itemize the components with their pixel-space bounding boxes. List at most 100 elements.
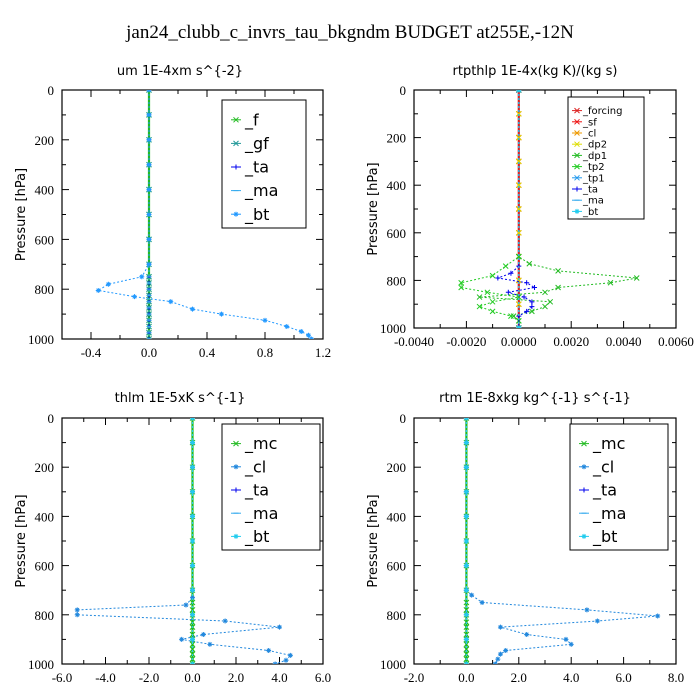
chart-panel-3: thlm 1E-5xK s^{-1} Pressure [hPa] -6.0 -4.0… (14, 391, 331, 685)
data-point (190, 489, 195, 495)
data-point (633, 275, 640, 281)
data-point (146, 212, 152, 217)
data-point (146, 336, 152, 339)
data-point (526, 260, 533, 267)
x-tick-label: 1.2 (315, 345, 331, 360)
legend-label: _bt (592, 527, 617, 547)
legend-label: _f (244, 110, 259, 130)
data-point (298, 329, 304, 335)
legend-marker (574, 130, 580, 136)
series-dp1 (476, 90, 640, 328)
data-point (190, 595, 195, 601)
legend-label: _bt (244, 205, 269, 225)
legend-label: _cl (244, 457, 266, 477)
data-point (492, 661, 498, 664)
data-point (529, 304, 535, 310)
legend-marker (581, 464, 587, 470)
x-tick-label: 6.0 (315, 670, 331, 685)
legend: _mc _cl _ta _ma _bt (569, 423, 669, 551)
data-point (495, 656, 501, 662)
x-tick-label: -4.0 (95, 670, 116, 685)
data-point (542, 289, 548, 296)
legend-marker (233, 464, 239, 470)
data-point (463, 418, 469, 421)
x-tick-label: 0.0020 (553, 334, 589, 349)
legend-marker (233, 140, 239, 147)
x-tick-label: 0.0 (141, 345, 157, 360)
y-axis-label: Pressure [hPa] (14, 168, 29, 261)
y-tick-label: 800 (35, 608, 55, 623)
data-point (463, 646, 470, 653)
data-point (207, 641, 213, 647)
data-point (74, 612, 80, 618)
y-tick-label: 400 (35, 509, 55, 524)
data-point (463, 513, 469, 519)
data-point (219, 311, 224, 317)
data-point (476, 303, 483, 310)
x-tick-label: 4.0 (271, 670, 287, 685)
legend-marker (233, 533, 239, 539)
data-point (516, 90, 522, 93)
data-point (502, 263, 509, 269)
legend-marker (574, 152, 580, 159)
data-point (190, 563, 195, 569)
data-point (183, 602, 189, 608)
legend-label: _ma (582, 196, 604, 207)
y-tick-label: 800 (387, 273, 407, 288)
data-point (168, 299, 174, 305)
y-tick-label: 1000 (380, 657, 406, 672)
data-point (515, 253, 522, 260)
legend-marker (233, 440, 239, 447)
data-point (458, 284, 465, 291)
data-point (146, 187, 152, 193)
data-point (555, 284, 561, 291)
x-tick-label: 6.0 (615, 670, 631, 685)
data-point (515, 110, 522, 117)
data-point (463, 563, 469, 569)
legend: _f _gf _ta _ma _bt (221, 99, 307, 229)
x-tick-label: 8.0 (668, 670, 684, 685)
legend-marker (581, 440, 587, 447)
legend-marker (233, 116, 239, 123)
data-point (458, 279, 465, 286)
legend-label: _ta (244, 158, 269, 178)
legend-marker (574, 141, 580, 148)
x-tick-label: 0.0 (458, 670, 474, 685)
data-point (306, 332, 311, 338)
y-tick-label: 800 (35, 282, 55, 297)
y-tick-label: 800 (387, 608, 407, 623)
data-point (189, 646, 196, 653)
x-tick-label: -6.0 (52, 670, 73, 685)
legend-marker (574, 174, 580, 181)
y-tick-label: 600 (35, 559, 55, 574)
data-point (190, 636, 195, 642)
y-tick-label: 600 (35, 232, 55, 247)
legend-marker (233, 211, 239, 217)
plot-area (458, 90, 640, 328)
data-point (515, 277, 522, 284)
data-point (463, 464, 469, 470)
data-point (277, 624, 282, 630)
data-point (515, 182, 522, 189)
data-point (189, 607, 196, 613)
y-tick-label: 400 (35, 183, 55, 198)
x-tick-label: 0.4 (199, 345, 216, 360)
data-point (284, 324, 290, 330)
legend-label: _tp1 (582, 173, 605, 184)
series-tp2 (458, 90, 522, 328)
data-point (190, 538, 195, 544)
data-point (266, 647, 272, 653)
x-tick-label: -0.0040 (394, 334, 434, 349)
x-tick-label: -0.4 (81, 345, 102, 360)
data-point (190, 464, 195, 470)
data-point (508, 270, 514, 276)
y-tick-label: 200 (35, 133, 55, 148)
legend-marker (574, 163, 580, 170)
x-tick-label: 0.0000 (501, 334, 537, 349)
legend-marker (581, 533, 587, 539)
plot-area (463, 418, 661, 664)
legend-marker (574, 107, 580, 114)
data-point (524, 631, 530, 637)
data-point (190, 440, 195, 446)
